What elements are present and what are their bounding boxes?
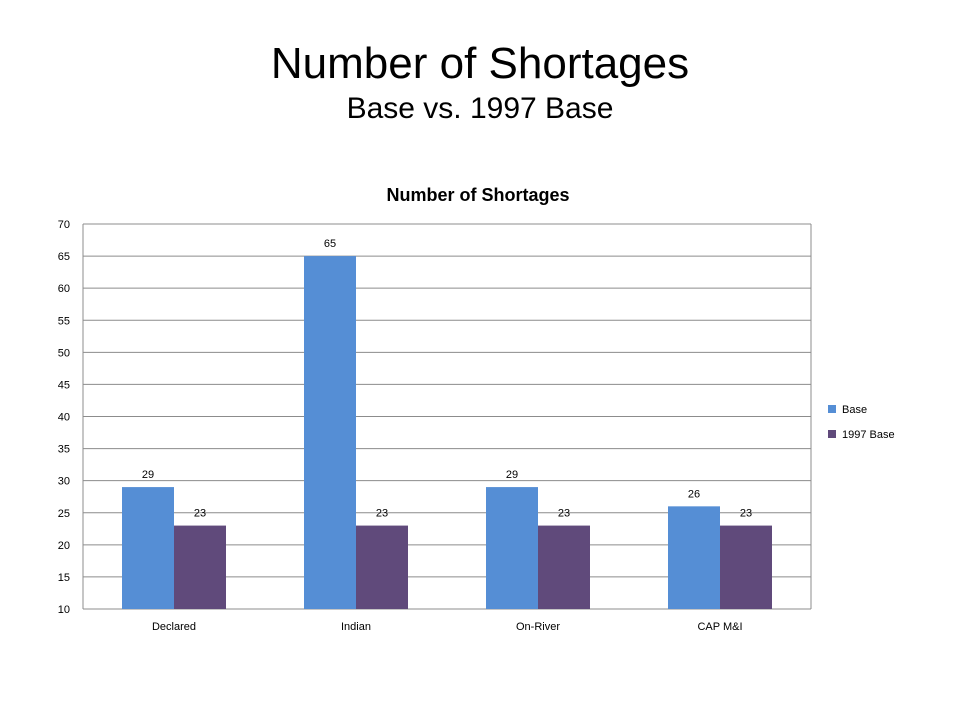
legend-swatch: [828, 430, 836, 438]
bar-1997-base: [356, 525, 408, 609]
bar-base: [486, 487, 538, 609]
y-tick-label: 25: [58, 508, 70, 520]
bar-base: [122, 487, 174, 609]
x-tick-label: Declared: [152, 621, 196, 633]
y-tick-label: 40: [58, 412, 70, 424]
x-tick-label: Indian: [341, 621, 371, 633]
x-tick-label: CAP M&I: [697, 621, 742, 633]
y-tick-label: 65: [58, 251, 70, 263]
data-label: 23: [376, 508, 388, 520]
slide-subtitle: Base vs. 1997 Base: [346, 92, 614, 125]
chart-title: Number of Shortages: [386, 185, 569, 205]
legend-swatch: [828, 405, 836, 413]
legend-label: 1997 Base: [842, 429, 895, 441]
y-tick-label: 70: [58, 219, 70, 231]
data-label: 29: [142, 469, 154, 481]
y-tick-label: 60: [58, 283, 70, 295]
y-tick-label: 45: [58, 379, 70, 391]
x-tick-label: On-River: [516, 621, 560, 633]
data-label: 23: [740, 508, 752, 520]
data-label: 29: [506, 469, 518, 481]
data-label: 23: [194, 508, 206, 520]
y-tick-label: 50: [58, 347, 70, 359]
y-tick-label: 55: [58, 315, 70, 327]
data-label: 23: [558, 508, 570, 520]
bar-1997-base: [720, 525, 772, 609]
legend-label: Base: [842, 404, 867, 416]
slide-title: Number of Shortages: [270, 39, 690, 88]
y-tick-label: 30: [58, 476, 70, 488]
bar-base: [668, 506, 720, 609]
slide-title-block: Number of Shortages Base vs. 1997 Base: [0, 42, 960, 124]
bar-1997-base: [174, 525, 226, 609]
y-tick-label: 20: [58, 540, 70, 552]
data-label: 26: [688, 488, 700, 500]
bar-1997-base: [538, 525, 590, 609]
data-label: 65: [324, 238, 336, 250]
y-tick-label: 10: [58, 604, 70, 616]
bar-base: [304, 256, 356, 609]
y-tick-label: 35: [58, 444, 70, 456]
y-tick-label: 15: [58, 572, 70, 584]
